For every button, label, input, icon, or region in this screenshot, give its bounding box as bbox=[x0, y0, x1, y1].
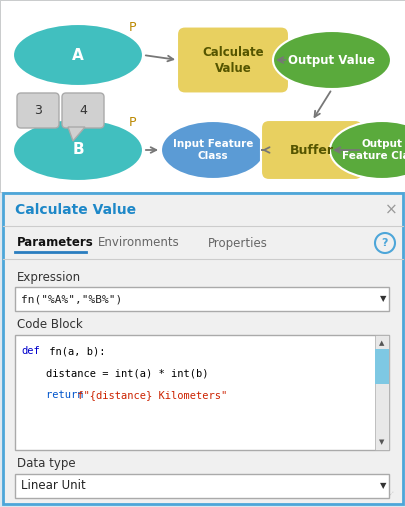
Text: Linear Unit: Linear Unit bbox=[21, 480, 85, 492]
Text: Output
Feature Class: Output Feature Class bbox=[341, 139, 405, 161]
Text: ×: × bbox=[384, 202, 396, 218]
Ellipse shape bbox=[272, 31, 390, 89]
Text: distance = int(a) * int(b): distance = int(a) * int(b) bbox=[21, 368, 208, 378]
FancyBboxPatch shape bbox=[260, 120, 362, 180]
FancyBboxPatch shape bbox=[0, 0, 405, 192]
FancyBboxPatch shape bbox=[177, 26, 288, 93]
Text: Calculate
Value: Calculate Value bbox=[202, 46, 263, 75]
Text: f"{distance} Kilometers": f"{distance} Kilometers" bbox=[71, 390, 227, 400]
Text: Code Block: Code Block bbox=[17, 318, 83, 332]
Text: Properties: Properties bbox=[207, 236, 267, 249]
Text: Parameters: Parameters bbox=[17, 236, 94, 249]
FancyBboxPatch shape bbox=[374, 349, 388, 384]
FancyBboxPatch shape bbox=[15, 335, 388, 450]
Ellipse shape bbox=[329, 121, 405, 179]
Text: ▲: ▲ bbox=[378, 340, 384, 346]
Text: ?: ? bbox=[381, 238, 387, 248]
Ellipse shape bbox=[13, 24, 143, 86]
Polygon shape bbox=[68, 127, 85, 141]
Text: Input Feature
Class: Input Feature Class bbox=[173, 139, 253, 161]
Text: P: P bbox=[129, 116, 136, 128]
Ellipse shape bbox=[13, 119, 143, 181]
Text: Data type: Data type bbox=[17, 457, 75, 470]
FancyBboxPatch shape bbox=[3, 193, 402, 504]
Text: A: A bbox=[72, 48, 84, 62]
FancyBboxPatch shape bbox=[15, 474, 388, 498]
Text: return: return bbox=[21, 390, 83, 400]
Text: ▼: ▼ bbox=[379, 482, 385, 490]
FancyBboxPatch shape bbox=[5, 195, 400, 502]
Text: 4: 4 bbox=[79, 104, 87, 117]
FancyBboxPatch shape bbox=[15, 287, 388, 311]
Text: def: def bbox=[21, 346, 40, 356]
Text: ···: ··· bbox=[385, 488, 397, 500]
Text: ▼: ▼ bbox=[378, 439, 384, 445]
Text: ▼: ▼ bbox=[379, 295, 385, 304]
Text: Buffer: Buffer bbox=[289, 143, 333, 157]
Text: 3: 3 bbox=[34, 104, 42, 117]
Ellipse shape bbox=[161, 121, 264, 179]
FancyBboxPatch shape bbox=[62, 93, 104, 128]
Text: Expression: Expression bbox=[17, 271, 81, 283]
Text: fn("%A%","%B%"): fn("%A%","%B%") bbox=[21, 294, 122, 304]
FancyBboxPatch shape bbox=[17, 93, 59, 128]
Text: Environments: Environments bbox=[98, 236, 179, 249]
Text: P: P bbox=[129, 20, 136, 33]
Text: B: B bbox=[72, 142, 83, 158]
Text: Output Value: Output Value bbox=[288, 54, 375, 66]
Text: fn(a, b):: fn(a, b): bbox=[43, 346, 105, 356]
Text: Calculate Value: Calculate Value bbox=[15, 203, 136, 217]
FancyBboxPatch shape bbox=[374, 335, 388, 450]
